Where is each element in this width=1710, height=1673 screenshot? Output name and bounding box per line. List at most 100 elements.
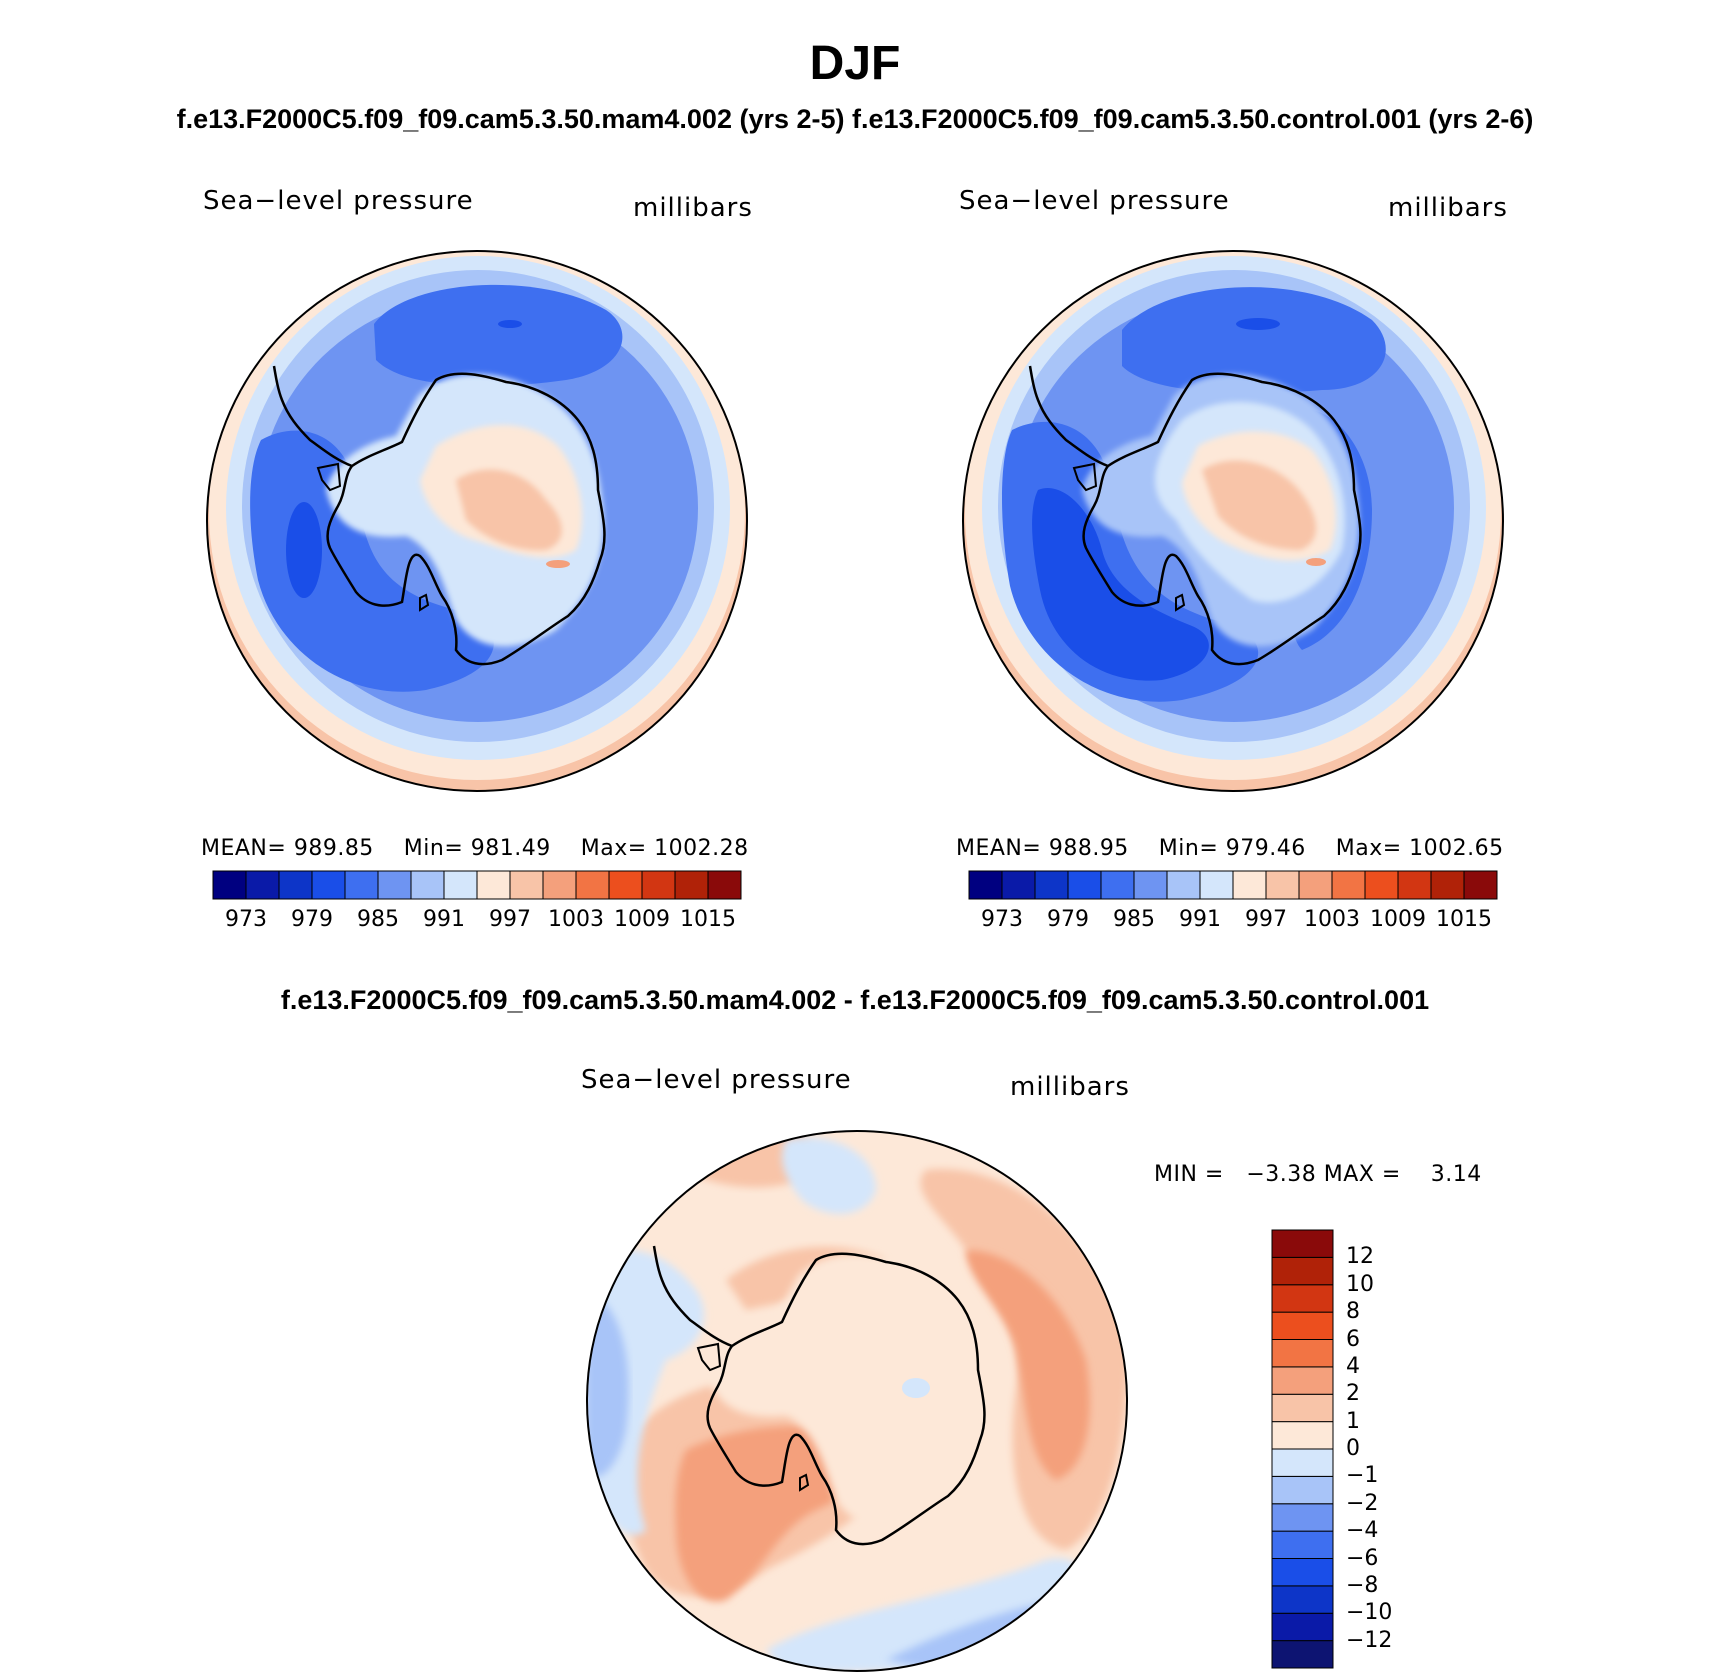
colorbar-tick-label: 991 (1179, 907, 1221, 932)
colorbar-tick-label: 985 (357, 907, 399, 932)
colorbar-swatch (410, 870, 445, 900)
colorbar-swatch (1199, 870, 1234, 900)
panel2-variable-label: Sea−level pressure (959, 186, 1230, 216)
panel3-variable-label: Sea−level pressure (581, 1065, 852, 1095)
colorbar-swatch (1397, 870, 1432, 900)
colorbar-swatch (1271, 1229, 1334, 1258)
colorbar-swatch (1133, 870, 1168, 900)
colorbar-tick-label: −12 (1346, 1627, 1393, 1653)
panel2-mean-label: MEAN= (956, 836, 1042, 861)
colorbar-tick-label: −8 (1346, 1572, 1379, 1598)
map3-peninsula (652, 1245, 733, 1348)
colorbar-tick-label: 1009 (614, 907, 670, 932)
colorbar-swatch (1001, 870, 1036, 900)
colorbar-swatch (1463, 870, 1498, 900)
colorbar-swatch (608, 870, 643, 900)
colorbar-panel-1-ticks: 973 979 985 991 997 1003 1009 1015 (213, 907, 741, 937)
colorbar-tick-label: 979 (291, 907, 333, 932)
colorbar-swatch (641, 870, 676, 900)
map1-island (419, 593, 430, 612)
map3-strong-positive (966, 1250, 1090, 1480)
panel1-mean-value: 989.85 (293, 836, 374, 861)
panel2-min-value: 979.46 (1225, 836, 1306, 861)
panel1-min-label: Min= (403, 836, 464, 861)
colorbar-swatch (1067, 870, 1102, 900)
colorbar-tick-label: −6 (1346, 1545, 1379, 1571)
colorbar-tick-label: 1009 (1370, 907, 1426, 932)
map3-boundary (586, 1130, 1128, 1672)
colorbar-swatch (707, 870, 742, 900)
map2-antarctica-high (1202, 460, 1316, 550)
map3-island (696, 1342, 722, 1372)
colorbar-tick-label: 997 (489, 907, 531, 932)
colorbar-swatch (1271, 1558, 1334, 1587)
panel3-stats: MIN = −3.38 MAX = 3.14 (1154, 1162, 1482, 1187)
map-panel-3-difference (586, 1130, 1128, 1672)
colorbar-swatch (1034, 870, 1069, 900)
colorbar-swatch (1430, 870, 1465, 900)
colorbar-swatch (212, 870, 247, 900)
panel3-min-label: MIN = (1154, 1162, 1224, 1187)
panel3-max-value: 3.14 (1430, 1162, 1482, 1187)
colorbar-tick-label: 1 (1346, 1408, 1360, 1434)
map1-antarctica-peak (546, 560, 570, 568)
panel1-min-value: 981.49 (470, 836, 551, 861)
colorbar-tick-label: 991 (423, 907, 465, 932)
colorbar-tick-label: 1003 (1304, 907, 1360, 932)
colorbar-swatch (1364, 870, 1399, 900)
colorbar-panel-3 (1271, 1229, 1334, 1669)
map2-antarctica-peak (1306, 558, 1326, 566)
colorbar-tick-label: 6 (1346, 1326, 1360, 1352)
panel1-units-label: millibars (633, 193, 753, 223)
map1-boundary (206, 250, 748, 792)
map3-island (799, 1473, 810, 1492)
panel1-max-label: Max= (580, 836, 647, 861)
colorbar-swatch (1100, 870, 1135, 900)
map3-negative-region (781, 1137, 876, 1214)
colorbar-panel-1 (212, 870, 742, 900)
colorbar-swatch (344, 870, 379, 900)
colorbar-swatch (1271, 1393, 1334, 1423)
colorbar-tick-label: 1015 (680, 907, 736, 932)
colorbar-swatch (1298, 870, 1333, 900)
colorbar-tick-label: 979 (1047, 907, 1089, 932)
map3-strong-positive (675, 1426, 861, 1602)
panel3-units-label: millibars (1010, 1072, 1130, 1102)
colorbar-swatch (443, 870, 478, 900)
colorbar-tick-label: −10 (1346, 1600, 1393, 1626)
colorbar-tick-label: −2 (1346, 1490, 1379, 1516)
colorbar-swatch (1331, 870, 1366, 900)
colorbar-tick-label: 997 (1245, 907, 1287, 932)
colorbar-swatch (1271, 1503, 1334, 1532)
map1-low-pressure-cell (374, 284, 623, 386)
panel1-mean-label: MEAN= (201, 836, 287, 861)
map1-coastline (326, 372, 606, 666)
map3-coastline (706, 1252, 986, 1546)
colorbar-swatch (1271, 1256, 1334, 1286)
panel2-max-value: 1002.65 (1409, 836, 1504, 861)
colorbar-swatch (1232, 870, 1267, 900)
difference-title: f.e13.F2000C5.f09_f09.cam5.3.50.mam4.002… (280, 985, 1430, 1015)
colorbar-tick-label: −4 (1346, 1518, 1379, 1544)
panel2-max-label: Max= (1335, 836, 1402, 861)
map1-island (316, 462, 342, 492)
colorbar-tick-label: 1003 (548, 907, 604, 932)
colorbar-swatch (1271, 1612, 1334, 1642)
colorbar-swatch (1271, 1448, 1334, 1477)
colorbar-swatch (1166, 870, 1201, 900)
colorbar-swatch (1271, 1311, 1334, 1340)
colorbar-tick-label: 4 (1346, 1353, 1360, 1379)
colorbar-tick-label: 1015 (1436, 907, 1492, 932)
colorbar-tick-label: 12 (1346, 1244, 1374, 1270)
figure-title: DJF (809, 37, 901, 90)
colorbar-tick-label: 985 (1113, 907, 1155, 932)
panel1-variable-label: Sea−level pressure (203, 186, 474, 216)
colorbar-panel-2 (968, 870, 1498, 900)
colorbar-panel-2-ticks: 973 979 985 991 997 1003 1009 1015 (969, 907, 1497, 937)
map1-peninsula (272, 365, 353, 468)
panel2-min-label: Min= (1158, 836, 1219, 861)
colorbar-tick-label: 973 (225, 907, 267, 932)
colorbar-swatch (1271, 1339, 1334, 1368)
colorbar-tick-label: 8 (1346, 1299, 1360, 1325)
map1-low-pressure-cell (250, 430, 494, 692)
